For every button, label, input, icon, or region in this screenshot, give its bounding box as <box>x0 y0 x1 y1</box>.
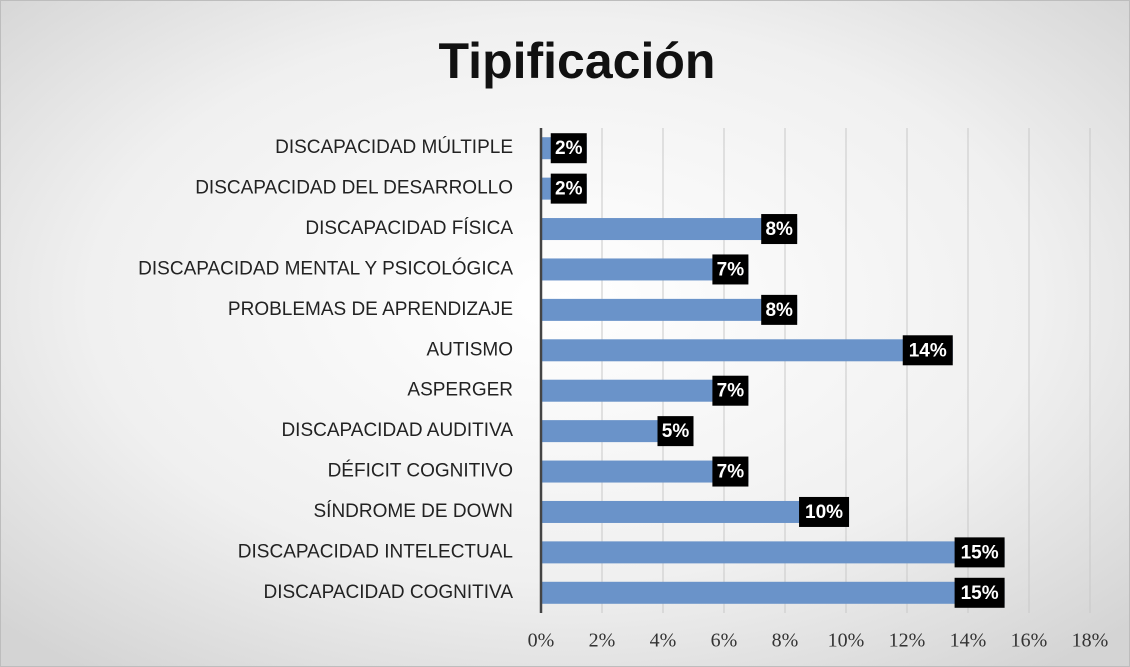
x-tick-label: 16% <box>1011 630 1048 652</box>
data-label: 8% <box>765 219 793 240</box>
y-tick-label: DISCAPACIDAD AUDITIVA <box>281 420 513 441</box>
x-tick-label: 12% <box>889 630 926 652</box>
y-tick-label: DISCAPACIDAD COGNITIVA <box>264 582 514 603</box>
x-tick-label: 4% <box>650 630 677 652</box>
data-label: 7% <box>717 259 745 280</box>
data-label-box <box>761 294 798 325</box>
x-tick-label: 10% <box>828 630 865 652</box>
data-label: 5% <box>662 421 690 442</box>
y-tick-label: DISCAPACIDAD MÚLTIPLE <box>275 136 513 158</box>
bar <box>541 581 1005 604</box>
x-tick-label: 2% <box>589 630 616 652</box>
data-label-box <box>954 577 1005 608</box>
bar <box>541 258 749 281</box>
data-label: 7% <box>717 381 745 402</box>
data-label: 2% <box>555 179 583 200</box>
y-tick-label: DISCAPACIDAD MENTAL Y PSICOLÓGICA <box>138 257 513 279</box>
y-tick-label: AUTISMO <box>426 339 513 360</box>
bar <box>541 298 798 321</box>
y-tick-label: SÍNDROME DE DOWN <box>314 501 514 522</box>
bar <box>541 420 694 443</box>
data-label-box <box>761 214 798 245</box>
data-label-box <box>712 375 749 406</box>
bar <box>541 379 749 402</box>
x-tick-label: 0% <box>528 630 555 652</box>
data-label: 8% <box>765 300 793 321</box>
y-tick-label: DÉFICIT COGNITIVO <box>328 461 513 482</box>
x-tick-label: 14% <box>950 630 987 652</box>
data-label-box <box>712 254 749 285</box>
data-label: 10% <box>805 502 843 523</box>
data-label-box <box>954 537 1005 568</box>
bar <box>541 500 850 523</box>
bar <box>541 541 1005 564</box>
data-label-box <box>902 335 953 366</box>
bar <box>541 339 953 362</box>
data-label-box <box>550 173 587 204</box>
y-tick-label: PROBLEMAS DE APRENDIZAJE <box>228 299 513 320</box>
data-label: 7% <box>717 462 745 483</box>
data-label: 15% <box>961 542 999 563</box>
x-tick-label: 6% <box>711 630 738 652</box>
bar <box>541 460 749 483</box>
data-label: 15% <box>961 583 999 604</box>
data-label-box <box>657 416 694 447</box>
data-label-box <box>799 496 850 527</box>
data-label-box <box>712 456 749 487</box>
y-tick-label: DISCAPACIDAD DEL DESARROLLO <box>195 178 513 199</box>
x-tick-label: 8% <box>772 630 799 652</box>
data-label: 14% <box>909 340 947 361</box>
y-tick-label: DISCAPACIDAD FÍSICA <box>305 218 513 239</box>
y-tick-label: ASPERGER <box>407 380 513 401</box>
x-tick-label: 18% <box>1072 630 1109 652</box>
y-tick-label: DISCAPACIDAD INTELECTUAL <box>238 541 513 562</box>
chart-title: Tipificación <box>439 33 716 89</box>
bar <box>541 218 798 241</box>
data-label-box <box>550 133 587 164</box>
data-label: 2% <box>555 138 583 159</box>
